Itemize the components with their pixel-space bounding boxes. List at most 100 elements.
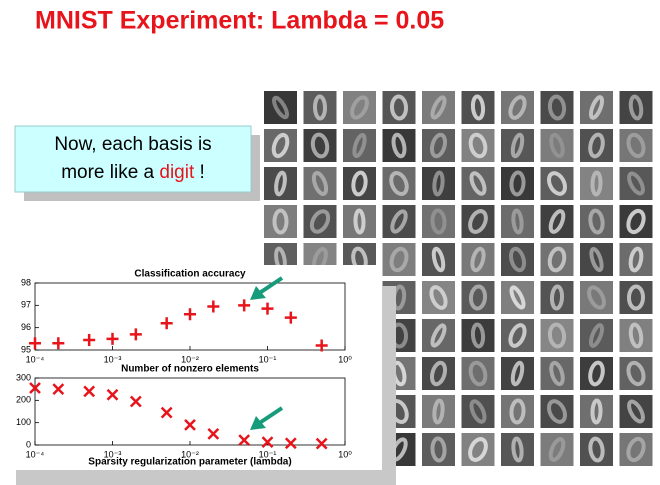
basis-image [619,167,653,200]
basis-stroke [589,246,604,273]
basis-stroke [588,95,605,120]
basis-stroke [588,208,605,235]
arrowhead [250,416,266,430]
basis-stroke [628,246,644,273]
basis-image [619,395,653,428]
basis-stroke [590,170,603,197]
basis-stroke [547,246,567,273]
basis-stroke [350,95,369,120]
basis-stroke [626,284,646,311]
basis-stroke [590,398,603,425]
basis-stroke [628,322,644,349]
arrow [256,276,284,296]
basis-stroke [271,132,290,159]
basis-stroke [390,209,408,234]
basis-image [422,319,455,352]
basis-stroke [626,436,646,463]
y-tick-label: 0 [26,439,31,449]
callout-text: ! [200,162,205,183]
basis-stroke [588,436,605,463]
x-tick-label: 10⁻² [181,449,199,459]
basis-stroke [549,360,565,387]
y-tick-label: 100 [16,417,31,427]
basis-stroke [312,94,328,121]
slide-title: MNIST Experiment: Lambda = 0.05 [35,7,444,35]
data-point [52,383,65,396]
basis-image [580,319,613,352]
basis-stroke [432,170,445,197]
data-point [52,337,65,350]
basis-stroke [311,171,329,196]
callout-text: more like a [61,162,154,183]
callout-highlight: digit [159,162,195,183]
data-point [129,328,142,341]
basis-stroke [429,132,448,159]
data-point [184,308,196,321]
basis-image [540,433,574,466]
basis-image [501,281,534,314]
data-point [160,406,173,419]
arrows [250,276,284,430]
x-axis-label: Sparsity regularization parameter (lambd… [88,457,291,468]
data-point [184,419,196,431]
data-point [315,339,328,352]
data-point [29,382,41,394]
x-tick-label: 10⁻⁴ [26,354,45,364]
data-point [106,332,119,345]
basis-stroke [628,94,644,121]
basis-stroke [511,436,524,463]
x-tick-label: 10⁻³ [104,449,122,459]
basis-stroke [430,95,447,120]
data-point [284,311,297,324]
basis-stroke [470,322,486,349]
basis-stroke [549,284,565,311]
basis-stroke [509,398,526,425]
basis-stroke [626,360,646,387]
basis-stroke [430,208,447,235]
basis-stroke [626,208,646,235]
data-point [129,395,142,408]
basis-image [303,167,337,200]
basis-stroke [274,170,287,197]
basis-image [540,205,574,238]
data-point [207,427,220,440]
basis-stroke [429,285,448,310]
callout-line: more like a digit ! [61,162,205,183]
basis-stroke [508,95,527,120]
basis-stroke [549,132,565,159]
basis-image [382,205,416,238]
basis-stroke [548,437,566,462]
basis-stroke [469,171,487,196]
basis-stroke [547,399,567,424]
basis-stroke [548,209,566,234]
basis-stroke [389,171,409,196]
x-tick-label: 10⁻⁴ [26,449,45,459]
y-tick-label: 98 [21,277,31,287]
basis-stroke [310,132,330,159]
x-tick-label: 10⁻² [181,354,199,364]
basis-image [461,395,495,428]
charts: Classification accuracy 95 96 97 98 10⁻⁴ 10⁻³ 1… [16,269,352,468]
basis-stroke [626,132,646,159]
data-point [29,337,41,350]
basis-stroke [627,171,645,196]
x-tick-label: 10⁻¹ [259,449,277,459]
basis-stroke [272,95,289,120]
basis-stroke [588,360,605,387]
y-tick-label: 95 [21,344,31,354]
basis-stroke [429,360,448,387]
basis-stroke [468,360,488,387]
basis-stroke [510,132,525,159]
x-tick-label: 10⁰ [338,354,352,364]
y-tick-label: 96 [21,322,31,332]
basis-stroke [588,132,605,159]
data-point [284,437,297,450]
basis-stroke [468,132,488,159]
basis-stroke [432,398,445,425]
basis-image [343,129,376,162]
basis-stroke [508,323,527,348]
x-tick-label: 10⁻¹ [259,354,277,364]
basis-image [422,91,455,124]
basis-stroke [353,208,366,235]
